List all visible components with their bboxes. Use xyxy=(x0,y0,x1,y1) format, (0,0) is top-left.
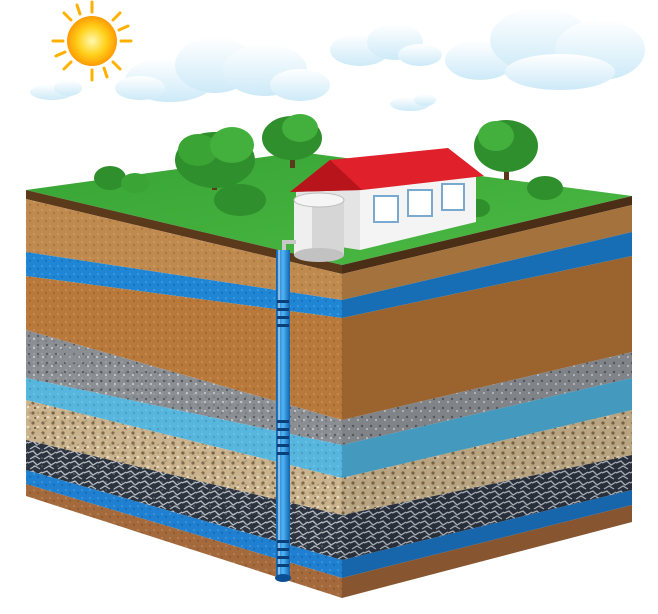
window xyxy=(441,183,465,211)
sun-rays xyxy=(51,0,133,82)
cloud-large-left xyxy=(115,37,330,102)
sun xyxy=(51,0,133,82)
topsoil-right xyxy=(342,196,632,274)
trees xyxy=(94,114,563,217)
bushes-left xyxy=(94,166,266,216)
window xyxy=(373,195,399,223)
layer-rock-right xyxy=(342,455,632,560)
tree-left-back xyxy=(175,127,255,190)
window xyxy=(407,189,433,217)
ground-block xyxy=(26,114,632,598)
tree-center-back xyxy=(262,114,322,168)
layer-aquifer-middle-right xyxy=(342,378,632,478)
layer-aquifer-upper-right xyxy=(342,232,632,318)
layer-sand-gravel-right xyxy=(342,410,632,515)
layer-gravel-right xyxy=(342,352,632,445)
well-pipe xyxy=(275,240,296,582)
topsoil-left xyxy=(26,190,342,274)
left-face-texture xyxy=(26,199,342,598)
well-casing xyxy=(276,250,290,578)
cloud-small-center xyxy=(390,94,436,111)
cloud-large-right xyxy=(445,8,645,90)
sun-disc xyxy=(67,16,117,66)
right-face-shade xyxy=(342,205,632,598)
layer-bedrock-right xyxy=(342,505,632,598)
cloud-center xyxy=(330,24,442,66)
clouds xyxy=(30,8,645,111)
tree-right-back xyxy=(474,120,538,180)
layer-clay-right xyxy=(342,205,632,300)
cloud-small-left xyxy=(30,80,82,100)
well-screen-middle xyxy=(277,420,289,455)
well-screen-upper xyxy=(277,300,289,327)
right-face xyxy=(342,205,632,598)
water-tank xyxy=(293,192,345,262)
house-roof-side xyxy=(290,160,362,192)
house-windows xyxy=(373,183,465,223)
layer-aquifer-lower-right xyxy=(342,490,632,578)
layer-sandy-soil-right xyxy=(342,256,632,420)
well-pump xyxy=(275,574,291,582)
left-face xyxy=(26,199,342,598)
well-screen-lower xyxy=(277,540,289,567)
